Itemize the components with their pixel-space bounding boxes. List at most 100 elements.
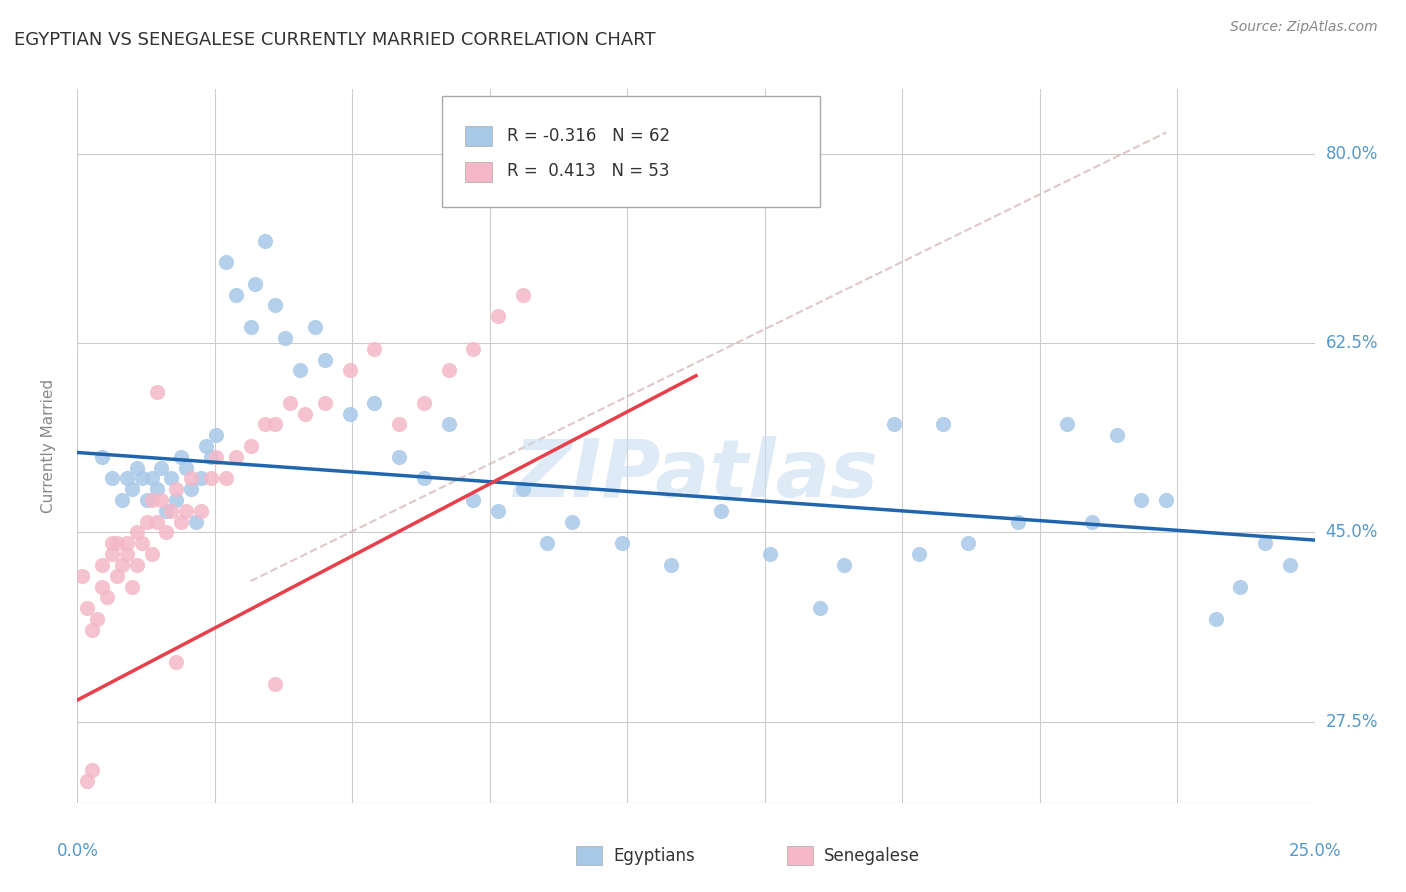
- Text: Source: ZipAtlas.com: Source: ZipAtlas.com: [1230, 20, 1378, 34]
- Point: [264, 298, 287, 312]
- Bar: [464, 126, 492, 146]
- Point: [1056, 417, 1078, 432]
- Text: 62.5%: 62.5%: [1326, 334, 1378, 352]
- Point: [115, 547, 138, 561]
- Point: [437, 363, 460, 377]
- Point: [1254, 536, 1277, 550]
- Point: [145, 515, 167, 529]
- Text: Senegalese: Senegalese: [824, 847, 920, 864]
- Point: [86, 612, 108, 626]
- Point: [1229, 580, 1251, 594]
- Point: [239, 439, 262, 453]
- Point: [1007, 515, 1029, 529]
- Point: [363, 342, 385, 356]
- Point: [304, 320, 326, 334]
- Text: 25.0%: 25.0%: [1288, 842, 1341, 860]
- Point: [165, 482, 187, 496]
- Point: [463, 342, 485, 356]
- Point: [808, 601, 831, 615]
- Bar: [464, 161, 492, 182]
- Point: [512, 287, 534, 301]
- Point: [200, 471, 222, 485]
- Point: [834, 558, 856, 572]
- Point: [174, 504, 197, 518]
- Point: [101, 536, 124, 550]
- Point: [101, 471, 124, 485]
- Text: 0.0%: 0.0%: [56, 842, 98, 860]
- Point: [412, 396, 434, 410]
- Point: [245, 277, 267, 291]
- Point: [388, 417, 411, 432]
- Point: [165, 493, 187, 508]
- Point: [76, 774, 98, 789]
- Point: [121, 580, 143, 594]
- Point: [141, 493, 163, 508]
- Point: [561, 515, 583, 529]
- Point: [105, 568, 128, 582]
- Point: [254, 234, 277, 248]
- Text: 27.5%: 27.5%: [1326, 713, 1378, 731]
- Point: [76, 601, 98, 615]
- Point: [512, 482, 534, 496]
- Point: [610, 536, 633, 550]
- Point: [150, 493, 173, 508]
- Point: [710, 504, 733, 518]
- Point: [463, 493, 485, 508]
- Point: [145, 384, 167, 399]
- Point: [1105, 428, 1128, 442]
- Point: [314, 352, 336, 367]
- Text: R =  0.413   N = 53: R = 0.413 N = 53: [506, 162, 669, 180]
- Point: [170, 450, 193, 464]
- Point: [115, 536, 138, 550]
- Point: [205, 450, 228, 464]
- Point: [883, 417, 905, 432]
- Point: [536, 536, 558, 550]
- Point: [135, 493, 157, 508]
- Point: [125, 558, 148, 572]
- Point: [115, 471, 138, 485]
- Point: [1130, 493, 1153, 508]
- Point: [111, 558, 134, 572]
- Point: [174, 460, 197, 475]
- Point: [278, 396, 301, 410]
- Point: [339, 407, 361, 421]
- Point: [101, 547, 124, 561]
- Point: [200, 450, 222, 464]
- Point: [125, 460, 148, 475]
- Point: [91, 450, 114, 464]
- Point: [121, 482, 143, 496]
- Point: [131, 536, 153, 550]
- Point: [141, 547, 163, 561]
- Point: [125, 525, 148, 540]
- Point: [1205, 612, 1227, 626]
- Text: EGYPTIAN VS SENEGALESE CURRENTLY MARRIED CORRELATION CHART: EGYPTIAN VS SENEGALESE CURRENTLY MARRIED…: [14, 31, 655, 49]
- Point: [363, 396, 385, 410]
- Point: [135, 515, 157, 529]
- Point: [145, 482, 167, 496]
- Point: [195, 439, 218, 453]
- Point: [160, 504, 183, 518]
- Point: [184, 515, 207, 529]
- Point: [155, 525, 177, 540]
- Point: [160, 471, 183, 485]
- Point: [131, 471, 153, 485]
- Point: [486, 310, 509, 324]
- Point: [105, 536, 128, 550]
- Point: [165, 655, 187, 669]
- Point: [314, 396, 336, 410]
- Point: [150, 460, 173, 475]
- Point: [388, 450, 411, 464]
- Point: [111, 493, 134, 508]
- FancyBboxPatch shape: [443, 96, 820, 207]
- Point: [91, 580, 114, 594]
- Point: [486, 504, 509, 518]
- Text: 80.0%: 80.0%: [1326, 145, 1378, 163]
- Text: ZIPatlas: ZIPatlas: [513, 435, 879, 514]
- Text: Egyptians: Egyptians: [613, 847, 695, 864]
- Point: [141, 471, 163, 485]
- Point: [180, 482, 202, 496]
- Point: [72, 568, 94, 582]
- Point: [294, 407, 316, 421]
- Point: [437, 417, 460, 432]
- Point: [957, 536, 980, 550]
